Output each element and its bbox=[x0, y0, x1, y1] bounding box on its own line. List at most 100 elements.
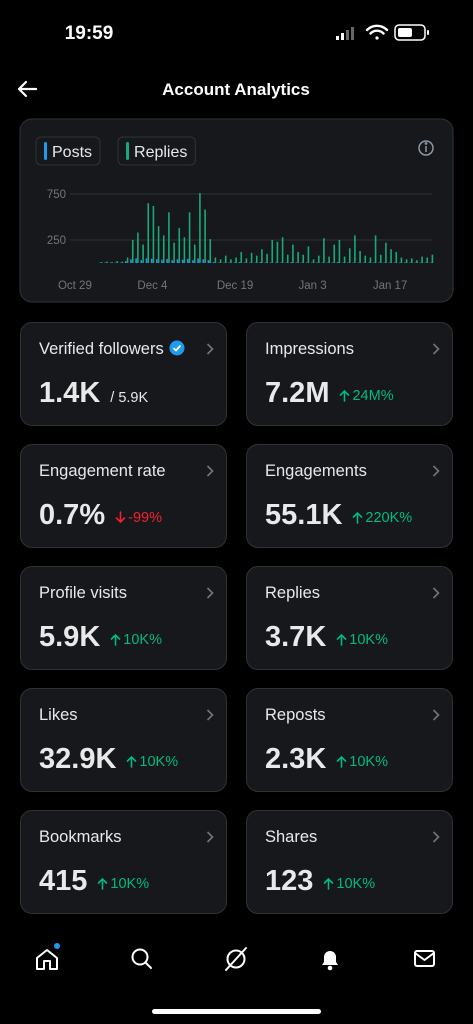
bar bbox=[338, 240, 341, 263]
change-arrow bbox=[110, 633, 121, 646]
bar bbox=[292, 244, 294, 263]
arrow-path bbox=[110, 633, 121, 646]
bar bbox=[400, 257, 403, 263]
x-tick-label: Dec 19 bbox=[217, 280, 253, 292]
bar bbox=[323, 238, 325, 263]
bar bbox=[150, 258, 153, 263]
x-tick-label: Jan 3 bbox=[299, 280, 327, 292]
metric-change-text: 10K% bbox=[349, 753, 388, 770]
top-area: 19:59 Account Analytics 250 750 Oct 29 Dec … bbox=[17, 23, 454, 303]
notifications-tab[interactable] bbox=[322, 951, 338, 971]
metric-card[interactable]: Likes 32.9K 10K% bbox=[20, 688, 227, 792]
metric-row: 0.7% -99% bbox=[39, 499, 162, 532]
chevron bbox=[432, 831, 440, 843]
bar bbox=[364, 255, 367, 263]
metric-label-text: Verified followers bbox=[39, 340, 164, 358]
metric-value: 55.1K bbox=[265, 499, 343, 531]
bar bbox=[266, 253, 268, 263]
metric-label-text: Bookmarks bbox=[39, 828, 122, 846]
metric-change-text: 10K% bbox=[139, 753, 179, 770]
badge-circle bbox=[169, 340, 185, 356]
metric-label-text: Engagements bbox=[265, 462, 367, 480]
legend-item: Posts bbox=[35, 136, 101, 166]
chevron bbox=[206, 831, 214, 843]
bar bbox=[209, 239, 212, 263]
metric-label: Reposts bbox=[265, 706, 326, 725]
metric-card[interactable]: Verified followers 1.4K / 5.9K bbox=[20, 322, 227, 426]
bar bbox=[199, 193, 201, 263]
arrow-path bbox=[336, 755, 347, 768]
bar bbox=[250, 252, 253, 263]
metric-card[interactable]: Profile visits 5.9K 10K% bbox=[20, 566, 227, 670]
legend-label: Posts bbox=[52, 144, 92, 161]
bar bbox=[235, 257, 237, 263]
chevron-path bbox=[206, 343, 214, 355]
bar bbox=[135, 258, 137, 263]
chevron-path bbox=[206, 709, 214, 721]
bar bbox=[240, 251, 243, 263]
arrow-path bbox=[127, 755, 137, 768]
metric-label: Engagements bbox=[265, 462, 367, 481]
metric-card[interactable]: Reposts 2.3K 10K% bbox=[246, 688, 453, 792]
bar bbox=[390, 249, 392, 263]
info-icon[interactable] bbox=[418, 140, 434, 156]
metric-card[interactable]: Engagements 55.1K 220K% bbox=[246, 444, 453, 548]
search-tab[interactable] bbox=[131, 948, 152, 969]
bar bbox=[343, 256, 346, 263]
metric-change-text: 220K% bbox=[365, 509, 413, 526]
chevron-path bbox=[432, 709, 440, 721]
change-arrow bbox=[115, 511, 126, 524]
bar bbox=[410, 258, 413, 263]
metric-card[interactable]: Bookmarks 415 10K% bbox=[20, 810, 227, 914]
bar bbox=[255, 255, 258, 263]
metric-card[interactable]: Engagement rate 0.7% -99% bbox=[20, 444, 227, 548]
messages-tab[interactable] bbox=[414, 950, 435, 967]
bar bbox=[111, 262, 113, 263]
bar bbox=[348, 248, 351, 263]
change-arrow bbox=[353, 511, 363, 524]
bar bbox=[261, 249, 263, 263]
bar bbox=[426, 257, 429, 263]
bar bbox=[166, 258, 168, 263]
metric-card[interactable]: Impressions 7.2M 24M% bbox=[246, 322, 453, 426]
metric-value: 415 bbox=[39, 865, 88, 897]
y-tick-label: 250 bbox=[47, 235, 66, 247]
metric-value: 32.9K bbox=[39, 743, 117, 775]
bar bbox=[290, 262, 292, 263]
metric-card[interactable]: Shares 123 10K% bbox=[246, 810, 453, 914]
badge-check bbox=[172, 344, 181, 352]
bar bbox=[147, 203, 150, 263]
back-button[interactable] bbox=[17, 80, 38, 98]
metric-change-text: 10K% bbox=[123, 631, 162, 648]
bar bbox=[369, 257, 372, 263]
chevron bbox=[206, 587, 214, 599]
change-arrow bbox=[340, 389, 350, 402]
home-tab[interactable] bbox=[36, 943, 60, 970]
x-tick-label: Oct 29 bbox=[58, 280, 92, 292]
bar bbox=[178, 228, 181, 263]
metric-label-text: Engagement rate bbox=[39, 462, 166, 480]
bar bbox=[173, 242, 175, 263]
metric-card[interactable]: Replies 3.7K 10K% bbox=[246, 566, 453, 670]
arrow-path bbox=[98, 877, 108, 890]
chevron bbox=[432, 465, 440, 477]
bar bbox=[155, 259, 158, 263]
metric-value: 123 bbox=[265, 865, 314, 897]
grok-tab[interactable] bbox=[225, 947, 247, 971]
metric-label: Engagement rate bbox=[39, 462, 166, 481]
chevron bbox=[206, 709, 214, 721]
bar bbox=[212, 262, 215, 263]
metric-row: 55.1K 220K% bbox=[265, 499, 412, 532]
bar bbox=[286, 254, 289, 263]
bar bbox=[106, 261, 108, 263]
page-title: Account Analytics bbox=[162, 80, 310, 99]
bar bbox=[157, 226, 160, 263]
change-arrow bbox=[336, 633, 347, 646]
change-arrow bbox=[324, 877, 334, 890]
bar bbox=[230, 259, 232, 263]
plot: 250 750 Oct 29 Dec 4 Dec 19 Jan 3 Jan 17 bbox=[47, 189, 434, 292]
bar bbox=[207, 260, 210, 263]
bar bbox=[145, 258, 148, 263]
bar bbox=[379, 254, 382, 263]
chevron-path bbox=[206, 587, 214, 599]
